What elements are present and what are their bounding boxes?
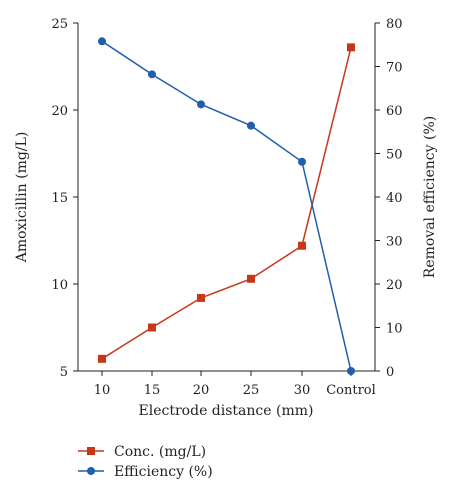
- right-y-axis-ticks: 0 10 20 30 40 50 60 70 80: [375, 17, 403, 380]
- x-tick-label: 10: [94, 383, 111, 398]
- x-axis-title: Electrode distance (mm): [139, 403, 314, 419]
- legend: Conc. (mg/L) Efficiency (%): [78, 444, 213, 480]
- concentration-point: [347, 43, 355, 52]
- right-tick-label: 10: [386, 322, 403, 337]
- x-tick-label: 25: [243, 383, 260, 398]
- right-tick-label: 40: [386, 191, 403, 206]
- legend-concentration-label: Conc. (mg/L): [114, 444, 206, 460]
- right-tick-label: 80: [386, 17, 403, 32]
- legend-concentration-marker: [87, 447, 95, 455]
- concentration-point: [247, 274, 255, 283]
- right-y-axis-title: Removal efficiency (%): [422, 116, 438, 278]
- right-tick-label: 60: [386, 104, 403, 119]
- x-tick-label: Control: [326, 383, 376, 398]
- plot-frame: [77, 23, 376, 372]
- left-tick-label: 5: [60, 365, 68, 380]
- x-tick-label: 20: [193, 383, 210, 398]
- legend-efficiency-marker: [87, 467, 95, 475]
- left-tick-label: 20: [51, 104, 68, 119]
- efficiency-point: [347, 367, 355, 375]
- efficiency-point: [197, 100, 205, 109]
- concentration-point: [98, 354, 106, 363]
- concentration-point: [197, 293, 205, 302]
- efficiency-point: [247, 121, 255, 130]
- right-tick-label: 20: [386, 278, 403, 293]
- legend-efficiency-label: Efficiency (%): [114, 464, 213, 480]
- left-tick-label: 10: [51, 278, 68, 293]
- left-y-axis-ticks: 5 10 15 20 25: [51, 17, 78, 380]
- left-y-axis-title: Amoxicillin (mg/L): [14, 132, 30, 264]
- concentration-point: [148, 323, 156, 332]
- x-axis-ticks: 10 15 20 25 30 Control: [94, 371, 376, 398]
- efficiency-point: [98, 37, 106, 46]
- right-tick-label: 0: [386, 365, 394, 380]
- efficiency-series-line: [101, 40, 352, 372]
- efficiency-point: [148, 70, 156, 79]
- x-tick-label: 15: [144, 383, 161, 398]
- concentration-point: [298, 241, 306, 250]
- left-tick-label: 15: [51, 191, 68, 206]
- right-tick-label: 70: [386, 61, 403, 76]
- x-tick-label: 30: [294, 383, 311, 398]
- right-tick-label: 30: [386, 235, 403, 250]
- right-tick-label: 50: [386, 148, 403, 163]
- left-tick-label: 25: [51, 17, 68, 32]
- series-layer: [98, 37, 355, 375]
- concentration-series-line: [101, 47, 352, 360]
- efficiency-point: [298, 157, 306, 166]
